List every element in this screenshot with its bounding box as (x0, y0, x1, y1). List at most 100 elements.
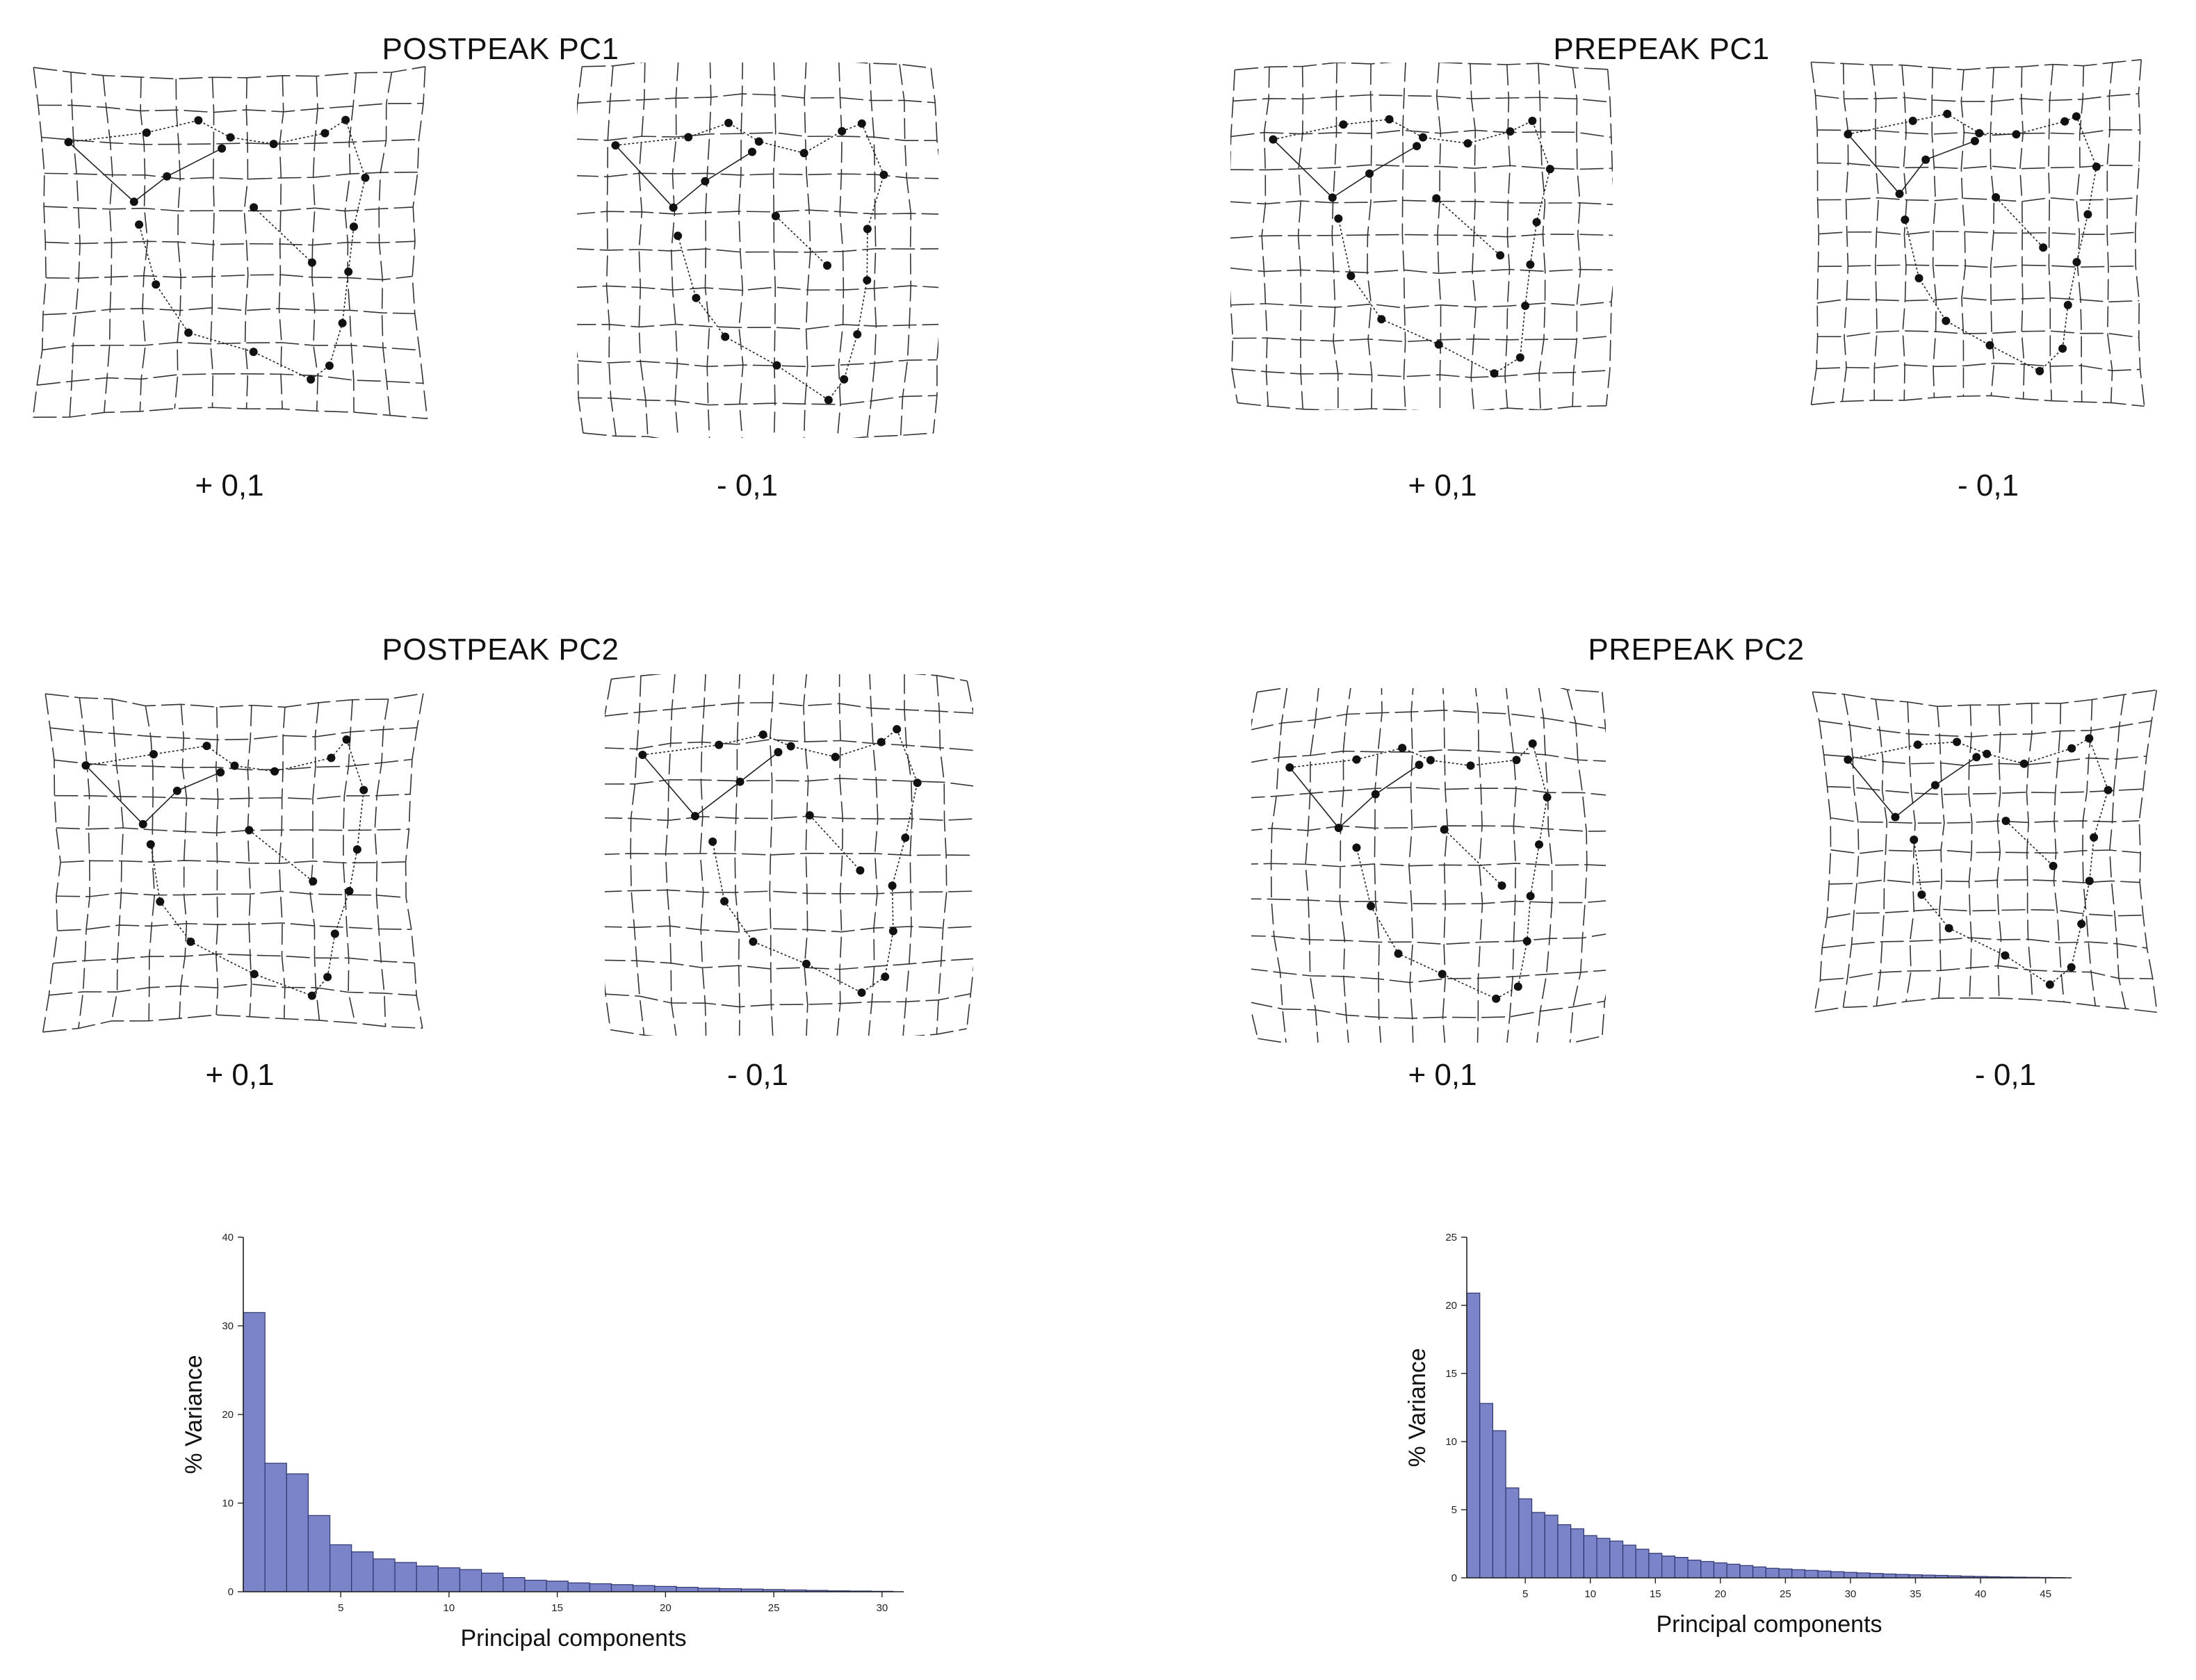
deformation-grid (605, 674, 973, 1036)
landmark-point (226, 133, 235, 142)
bar-pc-13 (1622, 1544, 1636, 1579)
landmark-point (1953, 737, 1962, 747)
landmark-point (772, 361, 781, 370)
landmark-point (1497, 881, 1506, 890)
landmark-point (1440, 825, 1449, 834)
landmark-point (1432, 194, 1441, 203)
bar-pc-10 (1583, 1535, 1597, 1579)
landmark-point (184, 328, 193, 337)
landmark-point (1970, 136, 1979, 145)
landmark-point (250, 203, 259, 212)
landmark-point (2045, 980, 2054, 989)
landmark-point (888, 927, 897, 936)
bar-pc-7 (373, 1558, 396, 1592)
landmark-point (1528, 116, 1537, 125)
landmark-point (1545, 165, 1554, 174)
y-axis-label: % Variance (181, 1355, 207, 1474)
postpeak-variance-histogram: 0 10 20 30 40 5 10 15 20 25 30 Principal components… (181, 1232, 904, 1652)
landmark-point (724, 118, 733, 127)
landmark-point (250, 970, 259, 979)
landmark-point (2049, 861, 2058, 870)
landmark-point (156, 897, 165, 906)
landmark-outline (638, 725, 922, 997)
landmark-point (758, 730, 767, 739)
y-tick-label: 5 (1451, 1504, 1457, 1516)
grid-prepeak-pc1-minus (1810, 58, 2145, 407)
landmark-point (194, 116, 203, 125)
bar-pc-4 (1505, 1487, 1520, 1579)
landmark-point (338, 318, 347, 327)
grid-prepeak-pc1-plus (1230, 63, 1613, 410)
y-tick-label: 20 (222, 1409, 234, 1421)
landmark-point (2090, 833, 2099, 842)
landmark-point (129, 197, 138, 206)
landmark-point (1385, 115, 1394, 124)
landmark-point (1930, 781, 1939, 790)
landmark-point (1512, 756, 1521, 765)
bar-pc-7 (1544, 1515, 1559, 1579)
landmark-point (327, 753, 336, 762)
landmark-point (799, 149, 808, 158)
landmark-point (152, 280, 161, 289)
x-axis-label: Principal components (460, 1625, 686, 1652)
landmark-point (2077, 920, 2086, 929)
landmark-point (1438, 970, 1447, 979)
bar-pc-6 (351, 1551, 374, 1592)
bar-pc-17 (589, 1583, 612, 1592)
landmark-point (1339, 120, 1348, 129)
landmark-point (1394, 949, 1403, 959)
landmark-point (1434, 340, 1443, 349)
landmark-point (824, 395, 833, 405)
landmark-point (2085, 734, 2094, 743)
landmark-point (747, 147, 756, 156)
bar-pc-10 (437, 1567, 461, 1592)
x-tick-label: 25 (768, 1602, 780, 1614)
bar-pc-23 (1752, 1566, 1766, 1579)
bar-pc-18 (610, 1584, 634, 1592)
landmark-point (1377, 315, 1386, 324)
y-tick-label: 15 (1445, 1368, 1457, 1380)
postpeak-pc1-title: POSTPEAK PC1 (382, 32, 619, 66)
prepeak-pc1-plus-label: + 0,1 (1408, 468, 1477, 503)
y-tick-label: 40 (222, 1232, 234, 1243)
grid-postpeak-pc2-minus (605, 674, 973, 1036)
landmark-point (341, 115, 350, 124)
bar-pc-3 (286, 1473, 309, 1592)
landmark-point (1526, 260, 1535, 269)
landmark-point (202, 742, 211, 751)
landmark-point (684, 133, 693, 142)
landmark-point (270, 767, 279, 776)
bar-pc-8 (394, 1562, 417, 1592)
prepeak-variance-histogram: 0 5 10 15 20 25 5 10 15 20 25 30 35 40 45 Principal com… (1404, 1232, 2072, 1638)
landmark-point (2001, 816, 2010, 825)
postpeak-pc2-title: POSTPEAK PC2 (382, 633, 619, 667)
prepeak-pc2-plus-label: + 0,1 (1408, 1058, 1477, 1092)
landmark-point (690, 812, 699, 821)
landmark-point (2067, 744, 2076, 753)
y-tick-label: 0 (1451, 1572, 1457, 1584)
landmark-point (805, 810, 814, 819)
landmark-point (1913, 740, 1922, 749)
landmark-outline (1285, 739, 1552, 1003)
bar-pc-25 (1778, 1568, 1793, 1579)
bar-pc-33 (1882, 1573, 1897, 1579)
landmark-point (81, 761, 90, 770)
landmark-point (1398, 744, 1407, 753)
landmark-outline (1844, 734, 2113, 989)
bar-pc-14 (1635, 1549, 1650, 1579)
landmark-outline (611, 118, 888, 405)
landmark-point (857, 119, 866, 128)
landmark-point (1415, 760, 1424, 769)
landmark-point (2063, 300, 2072, 309)
landmark-point (774, 748, 783, 757)
bar-pc-11 (459, 1569, 482, 1592)
landmark-point (749, 937, 758, 946)
landmark-point (344, 267, 353, 276)
landmark-point (323, 972, 332, 981)
landmark-point (863, 276, 872, 285)
landmark-point (2058, 344, 2067, 353)
bar-pc-5 (329, 1544, 352, 1592)
grid-postpeak-pc1-minus (577, 63, 938, 438)
landmark-point (863, 225, 872, 234)
postpeak-pc2-minus-label: - 0,1 (726, 1058, 789, 1092)
